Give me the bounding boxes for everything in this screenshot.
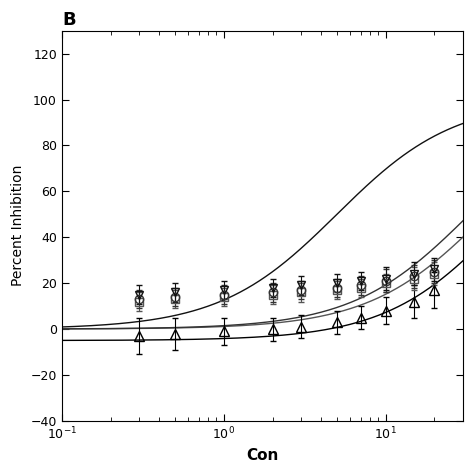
X-axis label: Con: Con bbox=[246, 448, 279, 463]
Text: B: B bbox=[62, 11, 75, 29]
Y-axis label: Percent Inhibition: Percent Inhibition bbox=[11, 165, 25, 286]
